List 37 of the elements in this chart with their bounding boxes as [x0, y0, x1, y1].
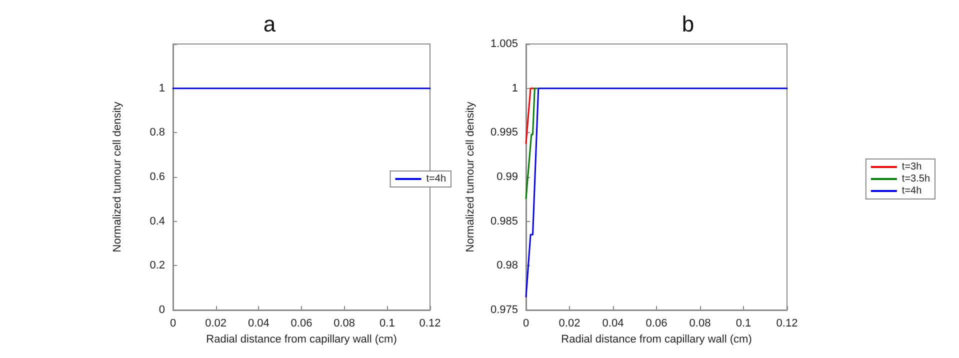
legend-label: t=3.5h	[902, 174, 930, 184]
x-tick-label: 0.12	[419, 318, 441, 330]
x-tick-label: 0.02	[558, 318, 580, 330]
y-tick-label: 0.99	[496, 171, 518, 183]
y-tick-label: 0.2	[150, 260, 165, 272]
y-tick-label: 0.6	[150, 171, 165, 183]
x-tick-label: 0.1	[736, 318, 752, 330]
y-tick-label: 0.8	[150, 126, 165, 139]
y-tick-label: 0.4	[150, 215, 165, 228]
y-tick-label: 1	[512, 82, 518, 94]
y-tick-label: 1.005	[490, 38, 518, 50]
y-axis-title: Normalized tumour cell density	[464, 101, 476, 252]
chart-title: b	[682, 12, 694, 36]
chart-title: a	[263, 12, 276, 36]
y-tick-label: 0.985	[490, 215, 518, 228]
y-tick-label: 0	[158, 304, 165, 316]
y-tick-label: 0.98	[496, 260, 518, 272]
y-tick-label: 0.975	[490, 304, 518, 316]
legend-label: t=4h	[902, 186, 922, 196]
legend-label: t=4h	[426, 174, 446, 184]
y-axis-title: Normalized tumour cell density	[112, 101, 124, 252]
y-tick-label: 1	[158, 82, 165, 94]
x-axis-title: Radial distance from capillary wall (cm)	[206, 334, 397, 346]
x-tick-label: 0	[170, 318, 176, 330]
x-tick-label: 0.12	[776, 318, 798, 330]
legend-label: t=3h	[902, 162, 922, 172]
x-tick-label: 0.04	[248, 318, 270, 330]
x-tick-label: 0.08	[689, 318, 711, 330]
x-axis-title: Radial distance from capillary wall (cm)	[561, 334, 752, 346]
x-tick-label: 0.06	[290, 318, 312, 330]
x-tick-label: 0.06	[646, 318, 668, 330]
x-tick-label: 0.04	[602, 318, 624, 330]
x-tick-label: 0	[522, 318, 530, 330]
x-tick-label: 0.08	[334, 318, 356, 330]
x-tick-label: 0.02	[205, 318, 227, 330]
y-tick-label: 0.995	[490, 126, 518, 139]
x-tick-label: 0.1	[380, 318, 395, 330]
